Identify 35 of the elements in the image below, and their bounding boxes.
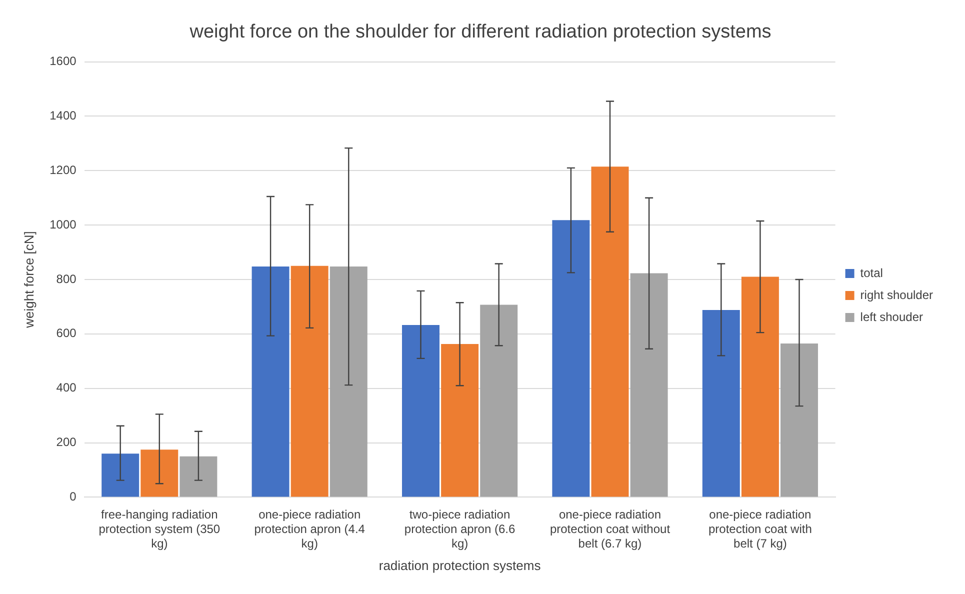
y-tick-label: 1200 bbox=[50, 162, 77, 177]
legend-label: total bbox=[860, 266, 883, 280]
bar bbox=[702, 310, 740, 497]
x-tick-label: one-piece radiation protection coat without belt (6.7 kg) bbox=[550, 508, 671, 551]
y-tick-label: 800 bbox=[56, 272, 77, 286]
bar bbox=[780, 343, 818, 497]
y-axis-title: weight force [cN] bbox=[21, 231, 36, 329]
bar bbox=[591, 166, 629, 497]
y-tick-label: 200 bbox=[56, 435, 77, 450]
y-tick-label: 400 bbox=[56, 380, 77, 395]
bar bbox=[330, 266, 368, 497]
y-tick-label: 0 bbox=[70, 490, 77, 504]
bar bbox=[630, 273, 668, 497]
bar bbox=[290, 266, 328, 497]
x-tick-label: free-hanging radiation protection system (350 kg) bbox=[98, 508, 220, 551]
x-tick-label: one-piece radiation protection coat with belt (7 kg) bbox=[708, 508, 812, 551]
legend-label: left shouder bbox=[860, 310, 924, 324]
y-tick-label: 1000 bbox=[50, 217, 77, 232]
bar bbox=[552, 220, 590, 497]
bar bbox=[140, 450, 178, 497]
bar bbox=[102, 454, 140, 497]
bar bbox=[480, 304, 518, 497]
y-tick-label: 1400 bbox=[50, 108, 77, 123]
bar bbox=[441, 344, 479, 497]
x-tick-label: two-piece radiation protection apron (6.6 kg) bbox=[404, 508, 516, 551]
bar bbox=[402, 324, 440, 497]
y-tick-label: 600 bbox=[56, 326, 77, 340]
x-axis-title: radiation protection systems bbox=[378, 558, 542, 573]
bar bbox=[741, 276, 779, 497]
bar bbox=[252, 266, 290, 497]
legend-label: right shoulder bbox=[860, 288, 934, 302]
y-tick-label: 1600 bbox=[50, 54, 77, 68]
bar bbox=[180, 456, 218, 497]
chart-title: weight force on the shoulder for different radiation protection systems bbox=[188, 22, 772, 43]
x-tick-label: one-piece radiation protection apron (4.4 kg) bbox=[254, 508, 366, 551]
